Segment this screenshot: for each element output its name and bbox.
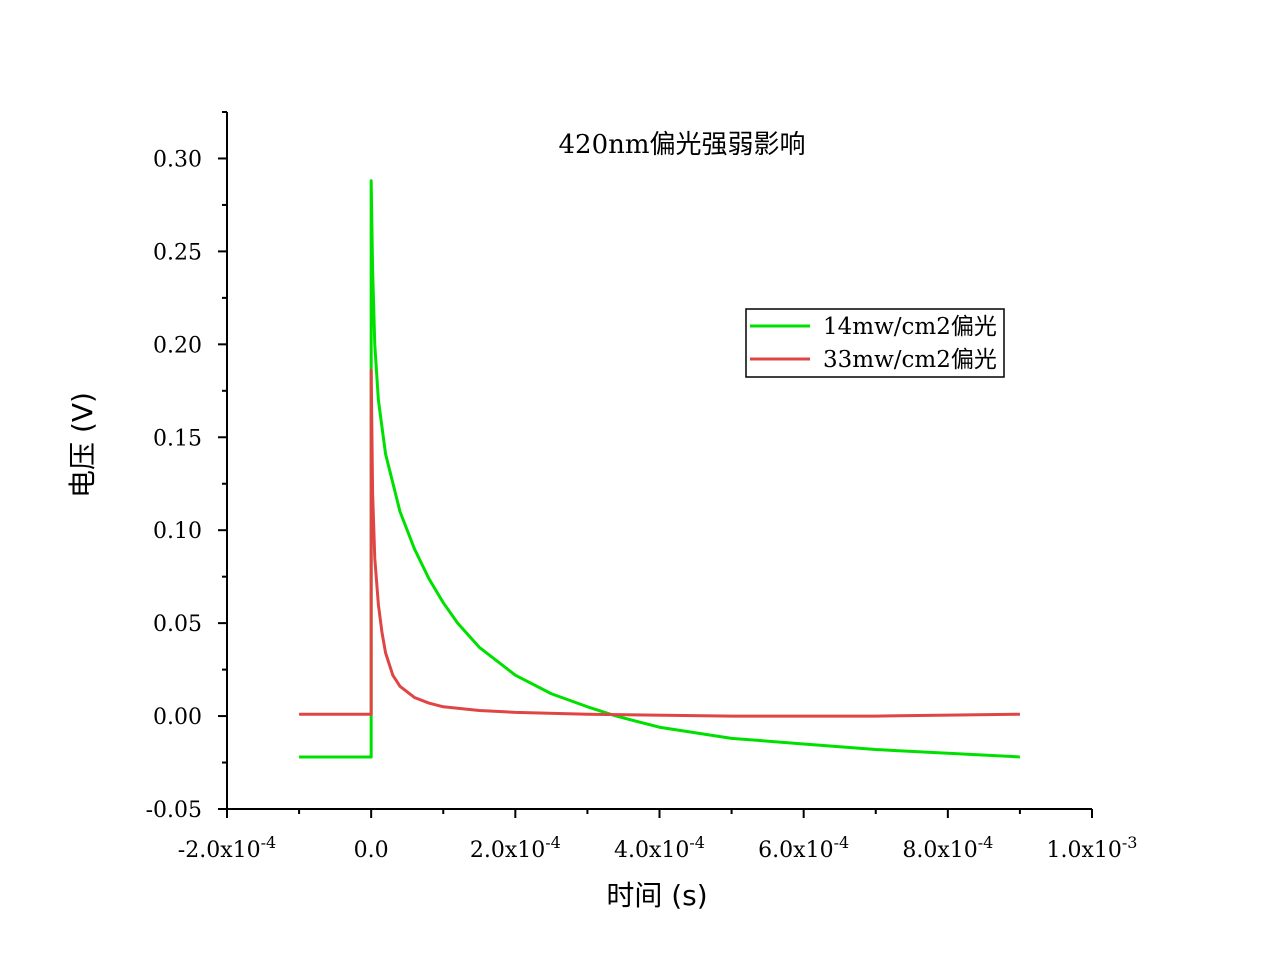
y-tick-label: 0.05 [153, 612, 202, 637]
x-tick-label: 4.0x10-4 [614, 833, 705, 863]
series-line-2 [299, 368, 1020, 718]
x-axis-title: 时间 (s) [606, 879, 707, 912]
x-tick-label: 1.0x10-3 [1047, 833, 1138, 863]
y-tick-label: 0.00 [153, 705, 202, 730]
x-tick-label: 8.0x10-4 [902, 833, 993, 863]
legend-label-1: 14mw/cm2偏光 [823, 314, 997, 340]
y-axis-title: 电压 (V) [66, 392, 99, 498]
y-tick-label: 0.25 [153, 240, 202, 265]
y-tick-label: 0.10 [153, 519, 202, 544]
y-tick-label: 0.15 [153, 426, 202, 451]
ticks: -0.05 0.00 0.05 0.10 0.15 0.20 0.25 0.30 -2.0x10… [146, 111, 1138, 863]
plot-lines [299, 179, 1020, 759]
x-tick-label: 6.0x10-4 [758, 833, 849, 863]
chart-title: 420nm偏光强弱影响 [558, 130, 805, 160]
y-tick-label: 0.20 [153, 333, 202, 358]
x-tick-label: 0.0 [354, 838, 389, 863]
series-line-1 [299, 179, 1020, 759]
x-tick-label: 2.0x10-4 [470, 833, 561, 863]
legend-box [745, 308, 1005, 378]
legend-label-2: 33mw/cm2偏光 [823, 347, 997, 373]
x-tick-label: -2.0x10-4 [178, 833, 276, 863]
legend: 14mw/cm2偏光 33mw/cm2偏光 [745, 308, 1005, 378]
y-tick-label: -0.05 [146, 798, 202, 823]
y-tick-label: 0.30 [153, 147, 202, 172]
